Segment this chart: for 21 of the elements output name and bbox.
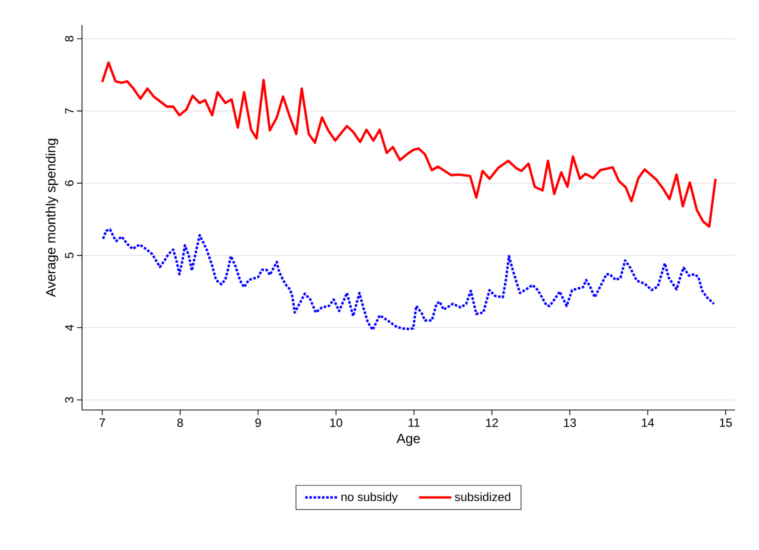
x-tick-label: 14 [642, 418, 654, 427]
y-tick-label: 3 [65, 397, 74, 403]
y-axis-title: Average monthly spending [46, 138, 58, 297]
y-tick-label: 6 [65, 180, 74, 186]
y-tick-label: 5 [65, 252, 74, 258]
x-tick-label: 7 [100, 418, 105, 427]
x-tick-label: 9 [255, 418, 261, 427]
x-axis-title: Age [396, 434, 420, 446]
x-tick-label: 10 [330, 418, 342, 427]
y-tick-label: 7 [65, 108, 74, 114]
line-series [102, 228, 716, 332]
x-tick-label: 13 [564, 418, 576, 427]
x-tick-label: 15 [720, 418, 732, 427]
x-tick-label: 11 [408, 418, 420, 427]
y-tick-label: 8 [65, 36, 74, 42]
x-tick-label: 8 [177, 418, 183, 427]
line-series [101, 61, 717, 228]
legend-label: subsidized [454, 492, 510, 502]
legend-label: no subsidy [341, 492, 398, 504]
x-tick-label: 12 [486, 418, 498, 427]
y-tick-label: 4 [65, 324, 74, 331]
